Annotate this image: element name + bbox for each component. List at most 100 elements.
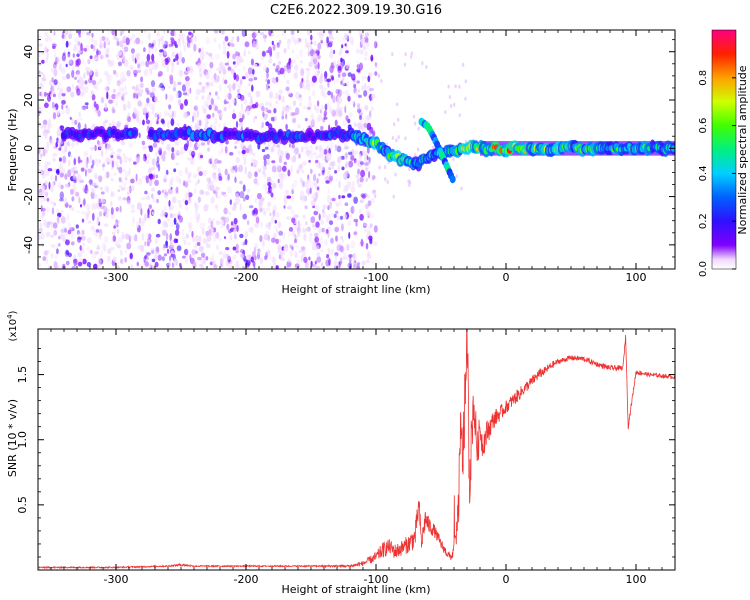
- noise-speckle: [316, 252, 321, 257]
- noise-speckle: [56, 208, 59, 213]
- noise-speckle: [41, 85, 44, 90]
- noise-speckle: [119, 184, 123, 189]
- noise-speckle: [319, 163, 324, 172]
- noise-speckle: [116, 155, 121, 160]
- noise-speckle: [169, 233, 172, 241]
- noise-speckle: [312, 90, 316, 97]
- noise-speckle: [207, 68, 212, 74]
- noise-speckle: [251, 251, 256, 258]
- noise-speckle: [361, 123, 365, 127]
- noise-speckle: [71, 141, 75, 149]
- noise-speckle: [281, 165, 287, 172]
- noise-speckle: [254, 197, 257, 204]
- noise-speckle: [291, 189, 294, 195]
- noise-speckle: [51, 181, 55, 188]
- noise-speckle: [136, 261, 139, 267]
- noise-speckle: [146, 97, 150, 104]
- noise-speckle: [278, 39, 282, 45]
- noise-speckle: [213, 72, 217, 80]
- noise-speckle: [336, 101, 340, 110]
- noise-speckle: [48, 79, 54, 87]
- noise-speckle: [67, 252, 72, 258]
- noise-speckle: [213, 30, 219, 34]
- noise-speckle: [114, 240, 120, 248]
- noise-speckle: [149, 263, 152, 269]
- noise-speckle: [105, 207, 110, 214]
- noise-speckle: [122, 257, 125, 265]
- noise-speckle: [194, 124, 198, 131]
- noise-speckle: [213, 190, 217, 194]
- noise-speckle: [63, 33, 67, 41]
- noise-speckle: [298, 97, 303, 102]
- noise-speckle: [372, 191, 377, 195]
- noise-speckle: [239, 94, 245, 101]
- noise-speckle: [45, 250, 50, 254]
- noise-speckle: [290, 165, 293, 173]
- noise-speckle: [160, 226, 163, 233]
- noise-speckle: [93, 263, 98, 269]
- noise-speckle: [111, 160, 114, 168]
- noise-speckle: [95, 229, 100, 233]
- noise-speckle: [356, 48, 360, 54]
- noise-speckle: [201, 52, 205, 60]
- noise-speckle: [53, 79, 58, 86]
- noise-speckle: [40, 212, 43, 217]
- noise-speckle: [52, 45, 56, 50]
- noise-speckle: [188, 31, 192, 36]
- noise-speckle: [253, 213, 257, 219]
- noise-speckle: [170, 118, 175, 126]
- noise-speckle: [150, 80, 156, 88]
- noise-speckle: [234, 165, 238, 173]
- noise-speckle: [367, 41, 371, 47]
- noise-speckle: [64, 227, 67, 233]
- noise-speckle: [117, 165, 121, 169]
- noise-speckle: [341, 238, 344, 243]
- noise-speckle: [192, 111, 196, 115]
- noise-speckle: [243, 196, 246, 202]
- noise-speckle: [123, 155, 128, 163]
- noise-speckle: [133, 161, 137, 165]
- noise-speckle: [55, 141, 58, 148]
- noise-speckle: [158, 112, 162, 119]
- noise-speckle: [238, 164, 244, 173]
- noise-speckle: [353, 196, 358, 204]
- noise-speckle: [83, 150, 89, 157]
- noise-speckle: [239, 110, 242, 117]
- noise-speckle: [220, 30, 225, 35]
- noise-speckle: [171, 111, 174, 118]
- noise-speckle: [201, 63, 207, 71]
- noise-speckle: [314, 236, 320, 243]
- noise-speckle: [259, 31, 265, 36]
- noise-speckle: [262, 111, 265, 118]
- noise-speckle: [289, 244, 293, 249]
- noise-speckle: [165, 244, 169, 249]
- noise-speckle: [119, 158, 123, 165]
- noise-speckle: [272, 209, 276, 217]
- noise-speckle: [335, 77, 340, 83]
- noise-speckle: [298, 229, 301, 238]
- noise-speckle: [241, 265, 244, 269]
- noise-speckle: [258, 199, 262, 207]
- noise-speckle: [265, 67, 270, 74]
- noise-speckle: [236, 59, 240, 65]
- noise-speckle: [234, 233, 237, 240]
- noise-speckle: [96, 202, 99, 208]
- noise-speckle: [268, 55, 273, 62]
- noise-speckle: [215, 191, 218, 199]
- noise-speckle: [279, 67, 285, 75]
- noise-speckle: [287, 257, 292, 263]
- noise-speckle: [102, 120, 107, 128]
- noise-speckle: [354, 260, 357, 264]
- noise-speckle: [365, 177, 368, 182]
- noise-speckle: [142, 145, 147, 150]
- noise-speckle: [299, 177, 303, 183]
- noise-speckle: [103, 161, 106, 167]
- noise-speckle: [271, 165, 277, 173]
- noise-speckle: [188, 224, 192, 233]
- noise-speckle: [216, 244, 219, 251]
- noise-speckle: [170, 213, 173, 219]
- noise-speckle: [299, 81, 304, 89]
- noise-speckle: [135, 53, 140, 61]
- noise-speckle: [341, 72, 347, 77]
- noise-speckle: [77, 156, 81, 164]
